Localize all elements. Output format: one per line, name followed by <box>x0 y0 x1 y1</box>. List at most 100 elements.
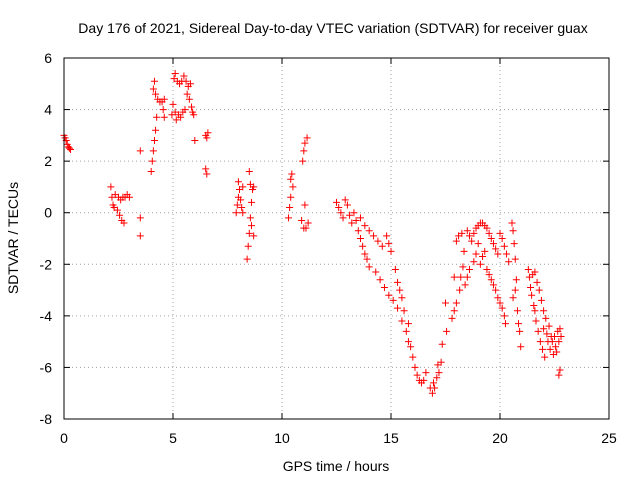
data-point <box>333 198 340 206</box>
data-point <box>552 343 560 351</box>
data-point <box>537 296 545 304</box>
data-point <box>470 229 478 237</box>
data-point <box>542 314 550 322</box>
y-axis-label: SDTVAR / TECUs <box>5 182 21 294</box>
data-point <box>442 299 449 307</box>
data-point <box>361 250 369 258</box>
data-point <box>487 276 495 284</box>
data-point <box>287 193 295 201</box>
data-point <box>509 227 517 235</box>
data-point <box>528 291 536 299</box>
data-point <box>169 100 177 108</box>
data-point <box>540 307 548 315</box>
data-point <box>555 338 563 346</box>
data-point <box>483 224 491 232</box>
data-point <box>510 240 518 248</box>
data-point <box>546 345 554 353</box>
data-points <box>60 69 565 397</box>
data-point <box>234 178 242 186</box>
data-point <box>136 214 144 222</box>
data-point <box>348 219 356 227</box>
data-point <box>500 242 508 250</box>
data-point <box>533 278 541 286</box>
data-point <box>147 167 155 175</box>
data-point <box>285 214 293 222</box>
data-point <box>404 338 412 346</box>
data-point <box>149 147 157 155</box>
data-point <box>150 137 158 145</box>
x-tick-label: 0 <box>60 430 68 446</box>
data-point <box>404 320 412 328</box>
data-point <box>136 232 144 240</box>
data-point <box>468 237 476 245</box>
data-point <box>160 95 168 103</box>
data-point <box>385 291 393 299</box>
data-point <box>509 294 517 302</box>
data-point <box>472 250 480 258</box>
data-point <box>530 302 538 310</box>
data-point <box>383 232 391 240</box>
tick-labels: 0 5 10 15 20 25 -8 -6 -4 -2 0 2 4 6 <box>40 50 617 446</box>
data-point <box>551 332 558 340</box>
data-point <box>203 170 211 178</box>
data-point <box>430 379 438 387</box>
x-tick-label: 5 <box>169 430 177 446</box>
data-point <box>159 106 167 114</box>
data-point <box>465 265 473 273</box>
data-point <box>186 80 194 88</box>
data-point <box>524 265 532 273</box>
data-point <box>378 242 386 250</box>
data-point <box>202 165 210 173</box>
data-point <box>302 224 310 232</box>
data-point <box>232 209 240 217</box>
data-point <box>458 229 466 237</box>
data-point <box>372 268 380 276</box>
data-point <box>536 338 544 346</box>
data-point <box>343 201 351 209</box>
data-point <box>557 332 565 340</box>
data-point <box>461 281 469 289</box>
data-point <box>503 250 511 258</box>
data-point <box>492 245 500 253</box>
data-point <box>339 214 347 222</box>
data-point <box>540 325 548 333</box>
data-point <box>172 116 180 124</box>
data-point <box>470 258 478 266</box>
data-point <box>153 113 161 121</box>
data-point <box>539 345 547 353</box>
data-point <box>463 227 471 235</box>
data-point <box>452 299 460 307</box>
data-point <box>516 327 524 335</box>
data-point <box>385 240 393 248</box>
y-tick-label: 6 <box>44 50 52 66</box>
data-point <box>304 219 312 227</box>
data-point <box>534 327 542 335</box>
data-point <box>498 235 506 242</box>
data-point <box>511 286 519 294</box>
x-tick-label: 15 <box>383 430 399 446</box>
data-point <box>250 232 258 240</box>
data-point <box>450 307 458 315</box>
data-point <box>243 255 251 263</box>
data-point <box>238 204 246 212</box>
data-point <box>513 307 521 315</box>
x-axis-label: GPS time / hours <box>283 458 390 474</box>
data-point <box>107 183 115 191</box>
data-point <box>500 312 508 320</box>
data-point <box>182 77 190 85</box>
data-point <box>463 273 471 281</box>
data-point <box>359 242 367 250</box>
data-point <box>365 227 373 235</box>
data-point <box>352 216 360 224</box>
data-point <box>188 103 196 111</box>
data-point <box>487 235 495 242</box>
data-point <box>396 286 404 294</box>
data-point <box>553 348 561 356</box>
y-tick-label: -4 <box>40 308 53 324</box>
data-point <box>460 247 468 255</box>
data-point <box>485 229 493 237</box>
x-tick-label: 10 <box>274 430 290 446</box>
data-point <box>485 271 493 279</box>
data-point <box>177 113 185 121</box>
